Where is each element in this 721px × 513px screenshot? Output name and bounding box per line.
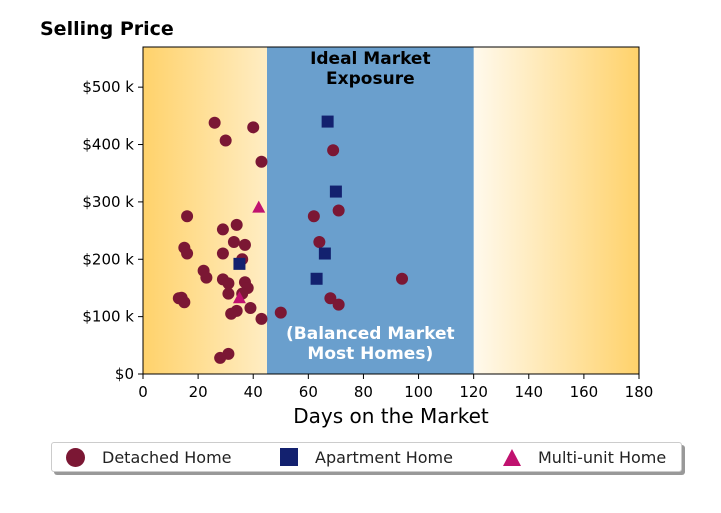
data-point-detached: [274, 306, 287, 319]
data-point-detached: [219, 134, 232, 147]
x-tick-label: 20: [189, 383, 208, 401]
plot-frame: [142, 46, 640, 375]
data-point-apartment: [329, 185, 342, 198]
data-point-detached: [181, 247, 194, 260]
legend-square-marker: [280, 448, 298, 466]
y-tick-label: $400 k: [82, 136, 134, 154]
data-point-detached: [216, 223, 229, 236]
x-tick-label: 120: [459, 383, 488, 401]
x-tick-label: 160: [570, 383, 599, 401]
data-point-detached: [200, 271, 213, 284]
shaded-region-label-top-line: Ideal Market: [310, 49, 431, 69]
data-point-detached: [227, 236, 240, 249]
data-point-detached: [178, 296, 191, 309]
y-tick-label: $500 k: [82, 78, 134, 96]
x-axis-label: Days on the Market: [293, 404, 489, 428]
y-tick-label: $300 k: [82, 193, 134, 211]
x-tick-label: 40: [244, 383, 263, 401]
y-tick-label: $200 k: [82, 250, 134, 268]
shaded-region-ideal-exposure: [267, 47, 474, 374]
data-point-detached: [332, 204, 345, 217]
y-tick-label: $0: [115, 365, 134, 383]
data-point-detached: [255, 155, 268, 168]
shaded-region-label-bottom-line: (Balanced Market: [286, 324, 455, 344]
x-tick-label: 80: [354, 383, 373, 401]
legend-item-multiunit: Multi-unit Home: [503, 443, 666, 471]
data-point-detached: [216, 247, 229, 260]
shaded-region-label-top-line: Exposure: [326, 69, 415, 89]
data-point-detached: [313, 236, 326, 249]
legend-item-apartment: Apartment Home: [280, 443, 453, 471]
data-point-detached: [238, 238, 251, 251]
data-point-detached: [327, 144, 340, 157]
data-point-multiunit: [252, 200, 266, 213]
data-point-detached: [255, 312, 268, 325]
data-point-detached: [332, 298, 345, 311]
data-point-detached: [244, 302, 257, 315]
shaded-region-label-top: Ideal Market Exposure: [310, 49, 431, 89]
legend-circle-marker: [66, 447, 85, 467]
legend-label-multiunit: Multi-unit Home: [538, 447, 667, 467]
data-point-apartment: [321, 115, 334, 128]
x-tick-label: 0: [138, 383, 148, 401]
legend-label-detached: Detached Home: [102, 447, 232, 467]
data-point-detached: [324, 292, 337, 305]
data-point-detached: [307, 210, 320, 223]
x-tick-label: 100: [404, 383, 433, 401]
shaded-region-label-bottom: (Balanced Market Most Homes): [286, 324, 455, 364]
chart-title: Selling Price: [40, 18, 174, 40]
data-point-detached: [222, 277, 235, 290]
data-point-apartment: [233, 257, 246, 270]
legend-label-apartment: Apartment Home: [315, 447, 453, 467]
x-tick-label: 180: [625, 383, 654, 401]
legend-triangle-marker: [503, 448, 521, 466]
data-point-apartment: [310, 272, 323, 285]
data-point-multiunit: [232, 291, 246, 304]
data-point-detached: [247, 121, 260, 134]
data-point-apartment: [318, 247, 331, 260]
y-tick-label: $100 k: [82, 308, 134, 326]
x-tick-label: 140: [514, 383, 543, 401]
data-point-detached: [396, 272, 409, 285]
data-point-detached: [214, 351, 227, 364]
chart-legend: Detached Home Apartment Home Multi-unit …: [51, 442, 682, 472]
x-tick-label: 60: [299, 383, 318, 401]
shaded-region-label-bottom-line: Most Homes): [307, 344, 433, 364]
data-point-detached: [230, 218, 243, 231]
data-point-detached: [225, 307, 238, 320]
data-point-detached: [181, 210, 194, 223]
legend-item-detached: Detached Home: [66, 443, 232, 471]
data-point-detached: [222, 287, 235, 300]
data-point-detached: [208, 116, 221, 129]
